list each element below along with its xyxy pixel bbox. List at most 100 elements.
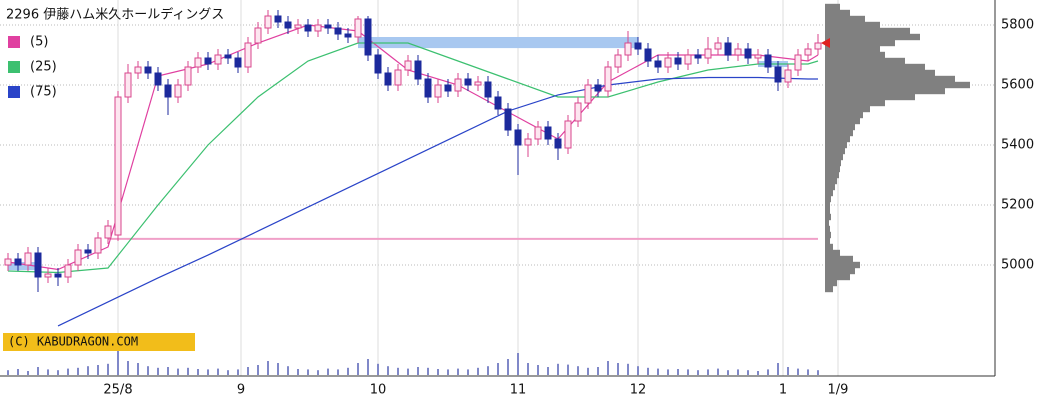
profile-bar [825, 273, 850, 281]
candle-body [534, 126, 542, 140]
profile-bar [825, 279, 837, 287]
volume-bar [447, 369, 449, 375]
moving-average [57, 76, 818, 327]
candle-body [424, 78, 432, 98]
volume-bar [77, 367, 79, 375]
legend-label: (75) [30, 85, 57, 100]
volume-bar [127, 361, 129, 375]
volume-bar [407, 368, 409, 375]
volume-bar [647, 367, 649, 375]
volume-bar [467, 369, 469, 375]
profile-bar [825, 33, 920, 41]
volume-bar [157, 367, 159, 375]
volume-bar [377, 363, 379, 375]
candle-body [34, 252, 42, 278]
volume-bar [177, 368, 179, 375]
volume-bar [747, 370, 749, 375]
candle-body [274, 15, 282, 23]
candle-body [264, 15, 272, 29]
candle-body [764, 54, 772, 68]
volume-bar [117, 345, 119, 375]
price-zone [8, 262, 38, 271]
profile-bar [825, 93, 915, 101]
profile-bar [825, 231, 831, 239]
profile-bar [825, 159, 841, 167]
candle-body [164, 84, 172, 98]
candle-body [234, 57, 242, 68]
candle-body [254, 27, 262, 44]
profile-bar [825, 45, 880, 53]
volume-bar [367, 359, 369, 375]
candle-body [94, 237, 102, 254]
volume-bar [27, 371, 29, 375]
volume-bar [597, 367, 599, 375]
candle-body [144, 66, 152, 74]
x-tick-label: 9 [237, 383, 245, 398]
candle-body [684, 54, 692, 65]
last-price-marker [821, 38, 830, 48]
volume-bar [147, 366, 149, 375]
volume-bar [497, 363, 499, 375]
profile-bar [825, 243, 833, 251]
candle-body [134, 66, 142, 74]
volume-bar [277, 363, 279, 375]
candle-body [804, 48, 812, 56]
volume-bar [767, 369, 769, 375]
candle-body [304, 24, 312, 32]
candle-body [404, 60, 412, 71]
volume-bar [47, 369, 49, 375]
candle-body [394, 69, 402, 86]
volume-bar [7, 370, 9, 375]
profile-bar [825, 171, 839, 179]
candle-body [244, 42, 252, 68]
volume-bar [297, 369, 299, 375]
volume-bar [287, 366, 289, 375]
candle-body [214, 54, 222, 65]
volume-bar [137, 363, 139, 375]
y-tick-label: 5200 [1001, 198, 1034, 213]
candle-body [74, 249, 82, 266]
candle-body [174, 84, 182, 98]
volume-bar [167, 367, 169, 375]
volume-bar [487, 366, 489, 375]
profile-bar [825, 87, 945, 95]
candle-body [414, 60, 422, 80]
profile-bar [825, 99, 885, 107]
candle-body [324, 24, 332, 29]
profile-bar [825, 75, 955, 83]
volume-bar [687, 369, 689, 375]
candle-body [754, 54, 762, 59]
volume-bar [667, 369, 669, 375]
chart-title: 2296 伊藤ハム米久ホールディングス [6, 7, 224, 23]
volume-bar [207, 369, 209, 375]
volume-bar [587, 367, 589, 375]
volume-bar [787, 367, 789, 375]
profile-bar [825, 219, 829, 227]
candle-body [344, 33, 352, 38]
profile-bar [825, 21, 880, 29]
volume-bar [347, 367, 349, 375]
volume-bar [437, 369, 439, 375]
candle-body [334, 27, 342, 35]
candle-body [794, 54, 802, 71]
candle-body [744, 48, 752, 59]
moving-average [7, 24, 819, 271]
profile-bar [825, 15, 865, 23]
candle-body [294, 24, 302, 29]
candle-body [24, 252, 32, 266]
legend-label: (5) [30, 35, 48, 50]
profile-bar [825, 147, 845, 155]
profile-bar [825, 105, 870, 113]
volume-bar [387, 366, 389, 375]
volume-bar [507, 359, 509, 375]
candle-body [634, 42, 642, 50]
profile-bar [825, 63, 925, 71]
x-tick-label: 1/9 [828, 383, 849, 398]
volume-bar [727, 370, 729, 375]
volume-bar [17, 369, 19, 375]
candle-body [524, 138, 532, 146]
profile-bar [825, 255, 853, 263]
profile-bar [825, 153, 843, 161]
profile-bar [825, 9, 850, 17]
